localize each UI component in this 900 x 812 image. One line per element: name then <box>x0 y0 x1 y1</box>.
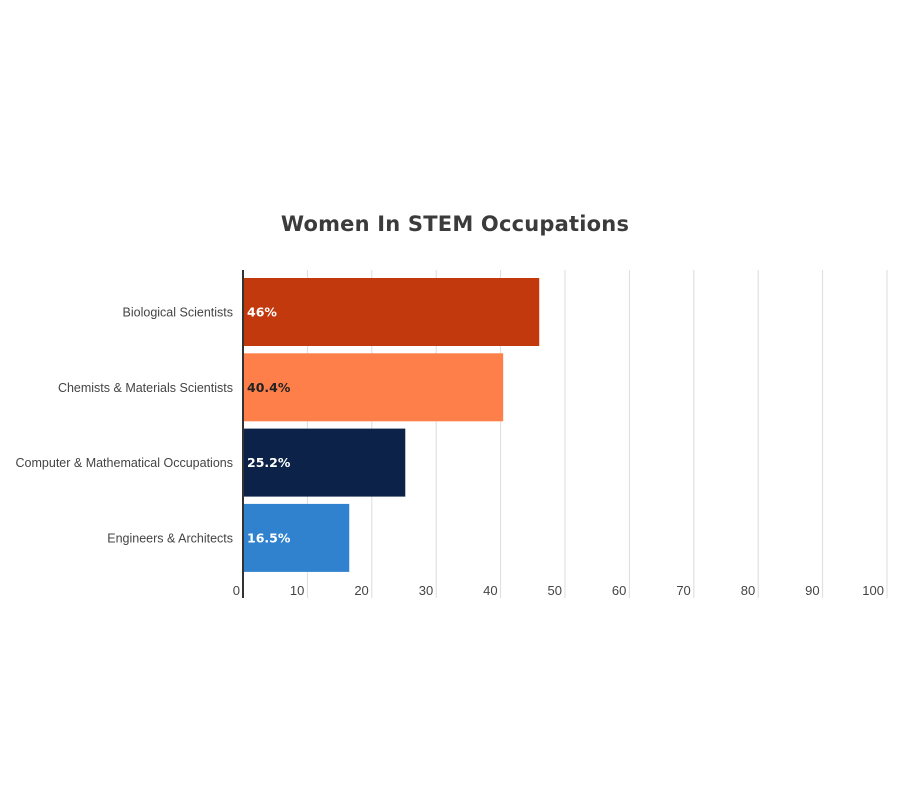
x-tick-label: 100 <box>862 583 884 598</box>
x-tick-label: 50 <box>548 583 562 598</box>
x-tick-label: 0 <box>233 583 240 598</box>
category-labels: Biological Scientists Chemists & Material… <box>16 306 233 546</box>
data-labels: 46% 40.4% 25.2% 16.5% <box>247 305 291 546</box>
bars <box>243 278 540 572</box>
x-axis-tick-labels: 0 10 20 30 40 50 60 70 80 90 100 <box>233 583 884 598</box>
category-label: Computer & Mathematical Occupations <box>16 456 233 470</box>
x-tick-label: 90 <box>805 583 819 598</box>
bar <box>243 503 350 572</box>
x-tick-label: 10 <box>290 583 304 598</box>
x-tick-label: 70 <box>676 583 690 598</box>
data-label: 25.2% <box>247 455 291 470</box>
data-label: 46% <box>247 305 277 320</box>
bar <box>243 428 406 497</box>
category-label: Chemists & Materials Scientists <box>58 381 233 395</box>
category-label: Engineers & Architects <box>107 531 233 545</box>
bar <box>243 353 504 422</box>
x-tick-label: 20 <box>354 583 368 598</box>
data-label: 40.4% <box>247 380 291 395</box>
data-label: 16.5% <box>247 530 291 545</box>
x-tick-label: 30 <box>419 583 433 598</box>
x-tick-label: 60 <box>612 583 626 598</box>
x-tick-label: 40 <box>483 583 497 598</box>
x-tick-label: 80 <box>741 583 755 598</box>
bar <box>243 278 540 346</box>
category-label: Biological Scientists <box>123 306 233 320</box>
chart-title: Women In STEM Occupations <box>280 212 630 236</box>
